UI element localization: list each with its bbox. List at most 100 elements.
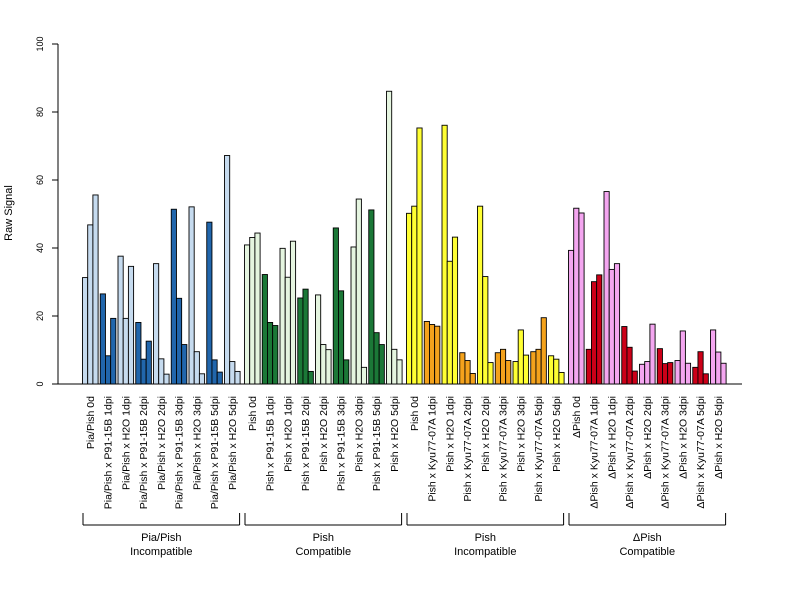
group-label-line1: Pish (475, 532, 496, 544)
category-label: ΔPish 0d (571, 396, 583, 438)
category-label: Pish x Kyu77-07A 3dpi (498, 396, 510, 502)
bar (175, 297, 183, 385)
bar (391, 348, 398, 385)
bar (639, 363, 646, 385)
category-label: Pish x H2O 3dpi (353, 396, 365, 472)
category-label: Pia/Pish x P91-15B 1dpi (103, 396, 115, 509)
bar (702, 373, 709, 385)
bar (279, 247, 286, 385)
category-label: Pia/Pish x P91-15B 3dpi (174, 396, 186, 509)
bar (216, 371, 223, 385)
bar (469, 373, 476, 385)
bar (193, 351, 200, 385)
category-label: ΔPish x Kyu77-07A 1dpi (589, 396, 601, 509)
bar (644, 361, 651, 385)
bar (710, 329, 717, 385)
category-label: Pish x Kyu77-07A 5dpi (533, 396, 545, 502)
category-label: Pish x P91-15B 1dpi (265, 396, 277, 491)
bar (229, 361, 236, 385)
bar (332, 227, 339, 385)
bar (423, 320, 430, 385)
bar (360, 366, 368, 385)
category-label: Pia/Pish x H2O 1dpi (120, 396, 132, 490)
bar (715, 351, 722, 385)
bar (441, 124, 448, 385)
category-label: Pish x H2O 3dpi (515, 396, 527, 472)
bar (517, 329, 524, 385)
bar (487, 362, 494, 385)
bar (386, 90, 393, 385)
bar (692, 366, 699, 385)
category-label: Pish x H2O 2dpi (480, 396, 492, 472)
category-label: Pia/Pish x P91-15B 5dpi (209, 396, 221, 509)
bar (234, 370, 241, 385)
bar (434, 325, 441, 385)
bar (621, 326, 628, 385)
bar (267, 322, 274, 385)
group-label-line2: Incompatible (130, 546, 192, 558)
bar (338, 290, 345, 385)
bar (104, 355, 112, 385)
y-axis-label: Raw Signal (3, 185, 15, 241)
category-label: Pish x Kyu77-07A 1dpi (427, 396, 439, 502)
group-label-line2: Compatible (295, 546, 351, 558)
category-label: Pish x H2O 1dpi (444, 396, 456, 472)
bar (249, 237, 256, 385)
bar (411, 205, 418, 385)
bar (626, 346, 633, 385)
bar (284, 276, 291, 385)
bar (406, 212, 413, 385)
bar (289, 240, 297, 385)
bar (494, 352, 501, 385)
bar (92, 194, 99, 385)
bar (198, 373, 206, 385)
bar (325, 349, 332, 385)
bar (261, 274, 268, 385)
y-tick-label: 100 (35, 36, 45, 51)
bar (140, 358, 147, 385)
bar (548, 355, 555, 385)
bar (613, 263, 621, 385)
bar (82, 277, 89, 385)
bar (535, 348, 542, 385)
bar (429, 324, 436, 385)
bar (573, 207, 580, 385)
category-label: Pish x H2O 5dpi (389, 396, 401, 472)
bar (591, 281, 598, 385)
bar (307, 370, 314, 385)
bar (530, 351, 537, 385)
category-label: Pish x P91-15B 2dpi (300, 396, 312, 491)
category-label: ΔPish x H2O 5dpi (713, 396, 725, 479)
bar (368, 209, 375, 385)
bar (396, 359, 403, 385)
bar (355, 198, 362, 385)
bar (254, 232, 261, 385)
bar (158, 358, 165, 385)
category-label: Pish x Kyu77-07A 2dpi (462, 396, 474, 502)
bar (684, 362, 692, 385)
bar (603, 191, 610, 385)
category-label: Pia/Pish 0d (85, 396, 97, 449)
bar (596, 274, 603, 385)
category-label: Pish x P91-15B 3dpi (336, 396, 348, 491)
y-tick-label: 60 (35, 175, 45, 185)
group-label-line2: Incompatible (454, 546, 516, 558)
bar (343, 359, 350, 385)
bar (568, 249, 575, 385)
bar (522, 354, 530, 385)
bar (211, 359, 218, 385)
bar (373, 332, 380, 385)
bar (110, 317, 117, 385)
category-label: Pia/Pish x H2O 2dpi (156, 396, 168, 490)
bar (170, 208, 177, 385)
bar (459, 352, 466, 385)
bar (578, 212, 585, 385)
bar (378, 344, 385, 385)
bar (585, 348, 592, 385)
bar (667, 362, 674, 385)
bar (553, 358, 560, 385)
bar (720, 362, 727, 385)
category-label: Pish x H2O 1dpi (282, 396, 294, 472)
bar (451, 236, 459, 385)
bar (272, 325, 279, 385)
